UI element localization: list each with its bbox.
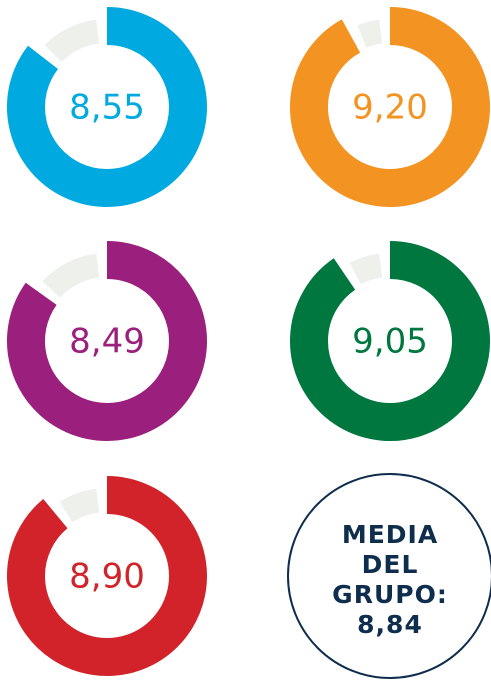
summary-line: GRUPO: xyxy=(332,580,448,609)
donut-label: 8,55 xyxy=(69,88,145,128)
summary-line: MEDIA xyxy=(342,520,438,549)
donut-label: 9,05 xyxy=(352,322,428,362)
donut-track xyxy=(357,19,383,48)
donut-label: 8,49 xyxy=(69,322,145,362)
donut-track xyxy=(44,19,100,63)
donut-arc xyxy=(290,7,490,207)
summary-value: 8,84 xyxy=(357,610,423,639)
donut-track xyxy=(42,253,100,298)
summary-circle xyxy=(287,473,491,679)
donut-arc xyxy=(7,7,207,207)
donut-label: 9,20 xyxy=(352,88,428,128)
donut-track xyxy=(59,488,100,523)
donut-label: 8,90 xyxy=(69,557,145,597)
donut-arc xyxy=(290,241,490,441)
donut-arc xyxy=(7,476,207,676)
summary-line: DEL xyxy=(362,550,419,579)
donut-track xyxy=(349,253,383,285)
donut-arc xyxy=(7,241,207,441)
